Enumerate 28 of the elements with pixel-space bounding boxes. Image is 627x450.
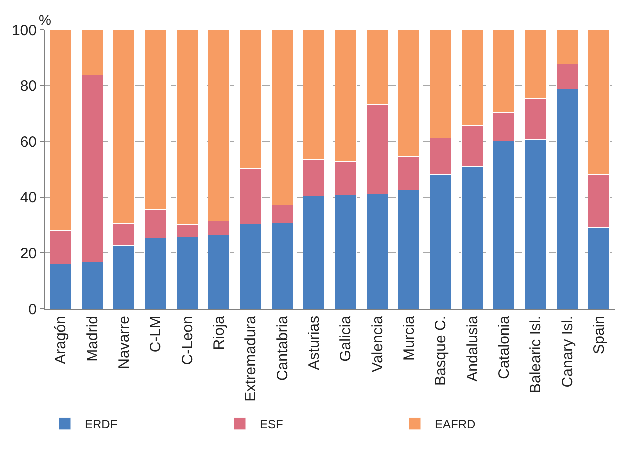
x-tick-label: C-LM bbox=[148, 316, 165, 353]
y-axis-title: % bbox=[39, 12, 52, 28]
legend-label: ERDF bbox=[85, 418, 118, 432]
x-tick-label: Spain bbox=[591, 316, 608, 354]
x-tick-label: Catalonia bbox=[496, 315, 514, 380]
x-tick-label: C-Leon bbox=[179, 316, 196, 366]
x-tick-label: Aragón bbox=[52, 316, 70, 364]
x-tick-label: Navarre bbox=[116, 316, 134, 370]
y-tick-label: 40 bbox=[20, 190, 37, 207]
x-tick-label: Basque C. bbox=[432, 316, 450, 386]
y-tick-label: 80 bbox=[20, 78, 37, 96]
x-tick-label: Balearic Isl. bbox=[528, 316, 545, 394]
legend-label: ESF bbox=[260, 418, 284, 432]
x-tick-label: Rioja bbox=[211, 315, 228, 350]
x-tick-label: Valencia bbox=[369, 315, 386, 372]
y-tick-label: 20 bbox=[20, 245, 37, 262]
x-tick-label: Galicia bbox=[338, 315, 355, 362]
x-tick-label: Cantabria bbox=[274, 315, 292, 382]
x-tick-label: Andalusia bbox=[464, 315, 482, 382]
legend-label: EAFRD bbox=[435, 418, 476, 432]
x-tick-label: Madrid bbox=[84, 316, 102, 362]
x-tick-label: Asturias bbox=[306, 316, 324, 370]
x-tick-label: Canary Isl. bbox=[559, 316, 576, 388]
y-tick-label: 0 bbox=[28, 301, 37, 318]
y-tick-label: 60 bbox=[20, 134, 37, 151]
y-tick-label: 100 bbox=[12, 22, 37, 40]
x-tick-label: Murcia bbox=[401, 315, 418, 362]
x-tick-label: Extremadura bbox=[242, 315, 260, 402]
